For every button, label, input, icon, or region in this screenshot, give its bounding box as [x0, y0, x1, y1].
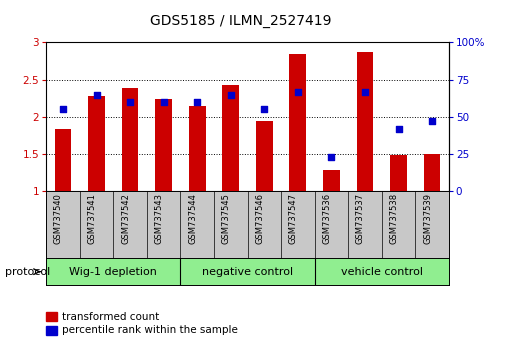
Text: GSM737537: GSM737537: [356, 193, 365, 244]
Text: percentile rank within the sample: percentile rank within the sample: [62, 325, 238, 335]
Text: GSM737540: GSM737540: [54, 193, 63, 244]
Bar: [424, 154, 441, 191]
Point: [160, 99, 168, 105]
Bar: [256, 120, 273, 191]
Text: GDS5185 / ILMN_2527419: GDS5185 / ILMN_2527419: [150, 14, 332, 28]
Point: [428, 119, 436, 124]
Bar: [289, 55, 306, 191]
Point: [92, 92, 101, 97]
Text: protocol: protocol: [5, 267, 50, 277]
Text: GSM737542: GSM737542: [121, 193, 130, 244]
Text: vehicle control: vehicle control: [341, 267, 423, 277]
Bar: [189, 105, 206, 191]
Text: GSM737547: GSM737547: [289, 193, 298, 244]
Bar: [323, 170, 340, 191]
Text: GSM737536: GSM737536: [322, 193, 331, 244]
Text: negative control: negative control: [202, 267, 293, 277]
Text: GSM737546: GSM737546: [255, 193, 264, 244]
Text: transformed count: transformed count: [62, 312, 159, 322]
Text: GSM737541: GSM737541: [88, 193, 96, 244]
Point: [394, 126, 403, 132]
Point: [327, 154, 336, 160]
Text: GSM737543: GSM737543: [154, 193, 164, 244]
Bar: [122, 88, 139, 191]
Point: [193, 99, 201, 105]
Text: GSM737545: GSM737545: [222, 193, 231, 244]
Point: [260, 107, 268, 112]
Text: GSM737538: GSM737538: [389, 193, 399, 244]
Bar: [390, 155, 407, 191]
Bar: [88, 96, 105, 191]
Text: GSM737539: GSM737539: [423, 193, 432, 244]
Bar: [54, 129, 71, 191]
Point: [361, 89, 369, 95]
Text: Wig-1 depletion: Wig-1 depletion: [69, 267, 157, 277]
Point: [227, 92, 235, 97]
Point: [294, 89, 302, 95]
Bar: [357, 52, 373, 191]
Point: [59, 107, 67, 112]
Bar: [155, 99, 172, 191]
Bar: [222, 85, 239, 191]
Bar: [46, 312, 57, 321]
Text: GSM737544: GSM737544: [188, 193, 197, 244]
Bar: [46, 326, 57, 335]
Point: [126, 99, 134, 105]
